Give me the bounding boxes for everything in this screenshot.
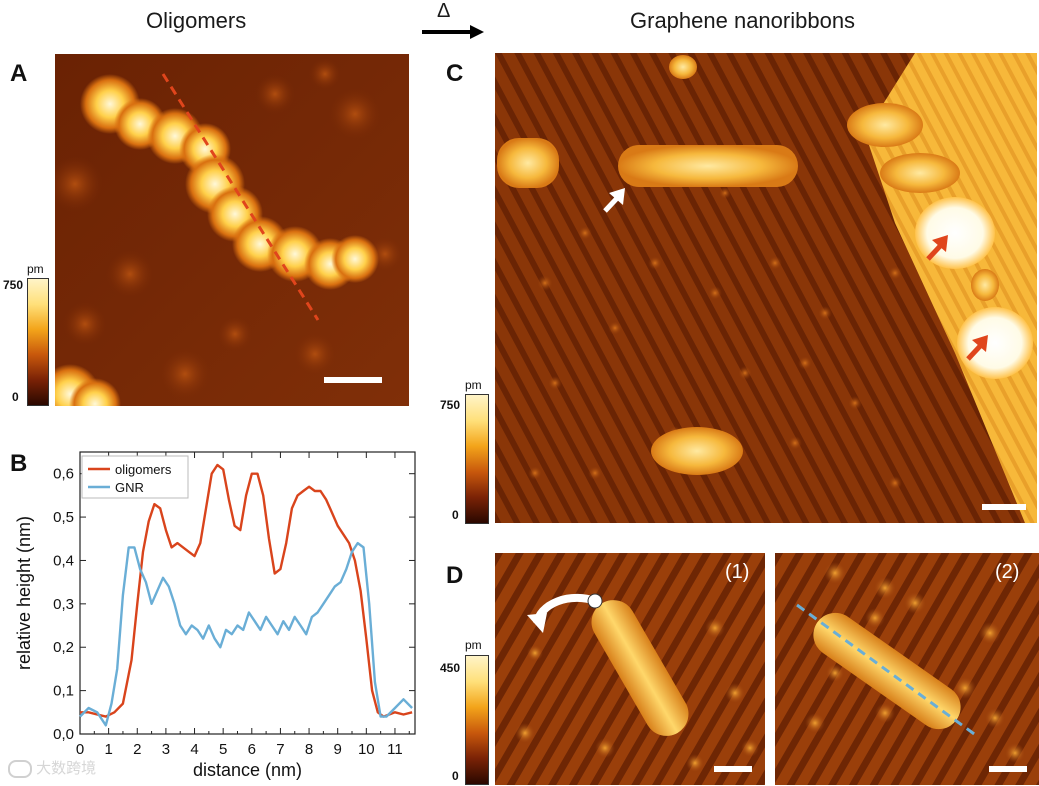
colorbar-a-unit: pm [27, 262, 44, 276]
nanoribbon-short [651, 427, 743, 475]
chart-legend: oligomers GNR [81, 455, 189, 499]
y-tick-label: 0,4 [53, 552, 74, 569]
colorbar-c [465, 394, 489, 524]
bright-cluster-2 [957, 307, 1033, 379]
y-tick-label: 0,5 [53, 509, 74, 526]
legend-label: oligomers [115, 462, 172, 477]
watermark: 大数跨境 [8, 757, 96, 779]
series-line-gnr [79, 541, 413, 727]
rotate-arrow-icon [527, 613, 547, 633]
watermark-logo-icon [8, 760, 32, 779]
colorbar-c-min: 0 [452, 508, 459, 522]
line-chart-b: 0 1 2 3 4 5 6 7 8 9 10 11 0,0 0,1 0,2 0,3 0,4 0,5 0,6 dist… [14, 451, 416, 780]
plot-frame [79, 451, 416, 735]
stm-image-c [495, 53, 1037, 523]
colorbar-d-unit: pm [465, 638, 482, 652]
x-tick-label: 3 [162, 741, 170, 758]
stm-image-a [55, 54, 409, 406]
legend-label: GNR [115, 480, 144, 495]
arrow-white-icon [603, 188, 625, 213]
x-tick-label: 11 [387, 741, 403, 758]
colorbar-c-max: 750 [440, 398, 461, 412]
nanoribbon-d1 [591, 600, 689, 736]
x-tick-label: 8 [305, 741, 313, 758]
colorbar-c-unit: pm [465, 378, 482, 392]
colorbar-d-max: 450 [440, 661, 461, 675]
profile-line-gnr [796, 603, 978, 738]
colorbar-d-min: 0 [452, 769, 459, 783]
y-axis-label: relative height (nm) [14, 516, 34, 670]
arrow-right-icon [422, 25, 484, 39]
y-tick-label: 0,1 [53, 683, 74, 700]
x-tick-label: 0 [76, 741, 84, 758]
nanoribbon-long [618, 145, 798, 187]
panel-label-b: B [10, 450, 28, 477]
heat-delta-symbol: Δ [437, 0, 451, 22]
stm-image-d2: (2) [775, 553, 1039, 785]
x-tick-label: 7 [276, 741, 284, 758]
y-tick-label: 0,0 [53, 726, 74, 743]
x-tick-label: 6 [248, 741, 256, 758]
x-axis-label: distance (nm) [193, 760, 302, 780]
colorbar-a-max: 750 [3, 278, 24, 292]
arrow-red-icon [926, 235, 948, 261]
x-tick-label: 5 [219, 741, 227, 758]
frame-label-1: (1) [725, 561, 750, 583]
panel-label-a: A [10, 60, 28, 87]
arrow-red-icon [966, 335, 988, 361]
scalebar-d2 [989, 766, 1027, 772]
x-tick-label: 10 [358, 741, 375, 758]
title-oligomers: Oligomers [146, 8, 247, 33]
nanoribbon-edge [497, 138, 559, 188]
y-tick-label: 0,3 [53, 596, 74, 613]
panel-label-d: D [446, 562, 464, 589]
scalebar-a [324, 377, 382, 383]
bright-cluster-1 [915, 197, 995, 269]
colorbar-a-min: 0 [12, 390, 19, 404]
y-tick-label: 0,2 [53, 639, 74, 656]
title-graphene-nanoribbons: Graphene nanoribbons [630, 8, 856, 33]
colorbar-a [27, 278, 49, 406]
colorbar-d [465, 655, 489, 785]
y-tick-label: 0,6 [53, 466, 74, 483]
panel-label-c: C [446, 60, 464, 87]
frame-label-2: (2) [995, 561, 1020, 583]
scalebar-d1 [714, 766, 752, 772]
stm-image-d1: (1) [495, 553, 765, 785]
profile-line-oligomers [161, 73, 320, 321]
x-tick-label: 9 [334, 741, 342, 758]
x-tick-label: 4 [190, 741, 198, 758]
legend-box [81, 455, 189, 499]
series-line-oligomers [80, 463, 413, 718]
scalebar-c [982, 504, 1026, 510]
x-tick-label: 2 [133, 741, 141, 758]
x-tick-label: 1 [104, 741, 112, 758]
